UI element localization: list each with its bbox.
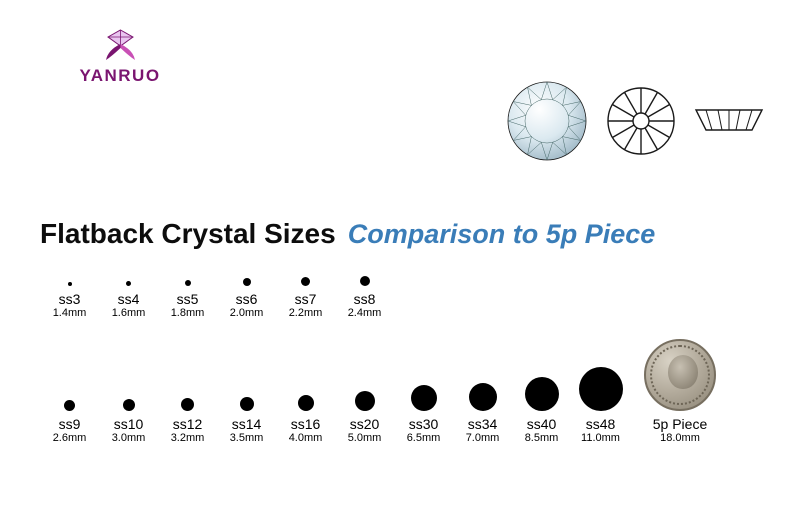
size-label: ss9 [59, 417, 81, 432]
size-mm: 2.2mm [289, 307, 323, 320]
size-cell: ss408.5mm [512, 377, 571, 446]
logo-text: YANRUO [60, 66, 180, 86]
size-cell: ss72.2mm [276, 277, 335, 321]
size-cell: ss4811.0mm [571, 367, 630, 446]
title-main: Flatback Crystal Sizes [40, 218, 336, 250]
size-dot [185, 280, 191, 286]
coin-icon [644, 339, 716, 411]
size-dot [301, 277, 310, 286]
size-dot [355, 391, 375, 411]
size-dot [411, 385, 437, 411]
title-sub: Comparison to 5p Piece [348, 219, 656, 250]
crystal-top-icon [506, 80, 588, 162]
size-dot [360, 276, 370, 286]
coin-label: 5p Piece [644, 417, 716, 432]
size-dot [126, 281, 131, 286]
size-cell: ss205.0mm [335, 391, 394, 446]
size-dot [525, 377, 559, 411]
size-chart: ss31.4mmss41.6mmss51.8mmss62.0mmss72.2mm… [40, 276, 764, 463]
size-label: ss16 [291, 417, 321, 432]
size-dot [240, 397, 254, 411]
size-mm: 4.0mm [289, 432, 323, 445]
size-label: ss7 [295, 292, 317, 307]
size-cell: ss164.0mm [276, 395, 335, 446]
size-dot [469, 383, 497, 411]
size-dot [181, 398, 194, 411]
size-mm: 3.2mm [171, 432, 205, 445]
size-mm: 6.5mm [407, 432, 441, 445]
size-dot [123, 399, 135, 411]
size-label: ss3 [59, 292, 81, 307]
size-label: ss12 [173, 417, 203, 432]
crystal-bottom-icon [606, 86, 676, 156]
size-label: ss4 [118, 292, 140, 307]
size-dot [243, 278, 251, 286]
size-cell: ss31.4mm [40, 282, 99, 321]
size-mm: 5.0mm [348, 432, 382, 445]
size-label: ss8 [354, 292, 376, 307]
coin-cell: 5p Piece18.0mm [644, 339, 716, 446]
size-dot [298, 395, 314, 411]
size-cell: ss306.5mm [394, 385, 453, 446]
title-row: Flatback Crystal Sizes Comparison to 5p … [40, 218, 655, 250]
size-label: ss14 [232, 417, 262, 432]
size-cell: ss92.6mm [40, 400, 99, 446]
size-mm: 2.6mm [53, 432, 87, 445]
size-label: ss30 [409, 417, 439, 432]
size-mm: 1.6mm [112, 307, 146, 320]
size-mm: 2.0mm [230, 307, 264, 320]
size-mm: 11.0mm [581, 432, 620, 445]
size-row-2: ss92.6mmss103.0mmss123.2mmss143.5mmss164… [40, 339, 764, 446]
brand-logo: YANRUO [60, 28, 180, 86]
crystal-side-icon [694, 108, 764, 134]
size-cell: ss51.8mm [158, 280, 217, 321]
size-cell: ss62.0mm [217, 278, 276, 321]
logo-icon [98, 28, 143, 64]
size-mm: 3.0mm [112, 432, 146, 445]
size-cell: ss82.4mm [335, 276, 394, 321]
size-cell: ss103.0mm [99, 399, 158, 446]
size-row-1: ss31.4mmss41.6mmss51.8mmss62.0mmss72.2mm… [40, 276, 764, 321]
size-cell: ss123.2mm [158, 398, 217, 446]
size-dot [64, 400, 75, 411]
crystal-views [506, 80, 764, 162]
size-mm: 2.4mm [348, 307, 382, 320]
size-mm: 8.5mm [525, 432, 559, 445]
coin-mm: 18.0mm [644, 432, 716, 445]
size-label: ss20 [350, 417, 380, 432]
size-cell: ss347.0mm [453, 383, 512, 446]
size-mm: 7.0mm [466, 432, 500, 445]
size-label: ss48 [586, 417, 616, 432]
size-dot [579, 367, 623, 411]
size-label: ss5 [177, 292, 199, 307]
size-cell: ss41.6mm [99, 281, 158, 321]
size-cell: ss143.5mm [217, 397, 276, 446]
size-dot [68, 282, 72, 286]
size-mm: 3.5mm [230, 432, 264, 445]
size-label: ss10 [114, 417, 144, 432]
size-mm: 1.4mm [53, 307, 87, 320]
size-mm: 1.8mm [171, 307, 205, 320]
size-label: ss6 [236, 292, 258, 307]
size-label: ss40 [527, 417, 557, 432]
size-label: ss34 [468, 417, 498, 432]
